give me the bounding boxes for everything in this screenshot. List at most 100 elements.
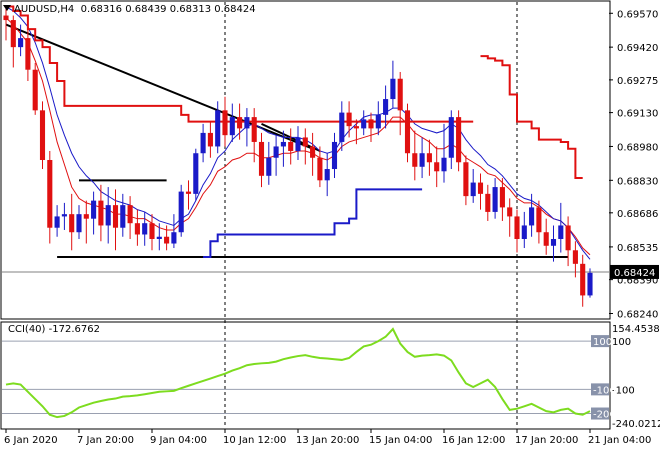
price-tick-label: 0.68535 <box>617 243 658 254</box>
candle-body <box>346 112 352 127</box>
price-tick-label: 0.69275 <box>617 76 658 87</box>
cci-tick-label: 100 <box>612 337 631 348</box>
price-tick-label: 0.68980 <box>617 142 658 153</box>
candle-body <box>91 200 97 219</box>
candle-body <box>10 20 16 48</box>
candles-layer <box>3 6 593 307</box>
current-price-label: 0.68424 <box>614 268 655 279</box>
candle-body <box>543 232 549 246</box>
price-tick-label: 0.68390 <box>617 276 658 287</box>
candle-body <box>25 38 31 70</box>
candle-body <box>514 216 520 239</box>
time-tick-label: 17 Jan 20:00 <box>515 435 578 446</box>
candle-body <box>295 137 301 151</box>
candle-body <box>456 117 462 163</box>
cci-tick-label: 154.4538 <box>612 324 660 335</box>
cci-level-lines <box>2 340 609 415</box>
chart-header: AUDUSD,H4 0.68316 0.68439 0.68313 0.6842… <box>14 4 256 16</box>
candle-body <box>339 112 345 142</box>
candle-body <box>76 214 82 233</box>
candle-body <box>127 205 133 224</box>
cci-line-layer <box>5 327 591 419</box>
candle-body <box>572 250 578 264</box>
candle-body <box>426 153 432 163</box>
cci-level-tag <box>591 383 609 396</box>
candle-body <box>193 153 199 194</box>
candle-body <box>470 182 476 197</box>
time-tick-label: 13 Jan 20:00 <box>296 435 359 446</box>
candle-body <box>178 191 184 233</box>
cci-line <box>5 327 591 419</box>
cci-level-tag <box>591 407 609 420</box>
candle-body <box>412 153 418 167</box>
candle-body <box>171 232 177 244</box>
candle-body <box>32 69 38 111</box>
price-tick-label: 0.69130 <box>617 109 658 120</box>
candle-body <box>485 193 491 212</box>
candle-body <box>507 207 513 217</box>
cci-panel-frame <box>0 321 611 430</box>
candle-body <box>558 225 564 239</box>
candle-body <box>61 214 67 217</box>
candle-body <box>215 110 221 147</box>
symbol-dropdown-icon[interactable] <box>3 5 11 11</box>
candle-body <box>368 119 374 129</box>
indicator-line <box>480 55 583 180</box>
candle-body <box>361 119 367 129</box>
candle-body <box>375 114 381 129</box>
candle-body <box>47 160 53 228</box>
time-tick-label: 6 Jan 2020 <box>4 435 58 446</box>
candle-body <box>142 223 148 235</box>
cci-level-tag-label: -100 <box>593 385 616 396</box>
candle-body <box>448 117 454 158</box>
candle-body <box>258 141 265 176</box>
candle-body <box>310 146 316 158</box>
candle-body <box>353 126 359 129</box>
candle-body <box>390 78 396 100</box>
price-axis: 0.68240 0.68390 0.68535 0.68686 0.68830 0.689… <box>609 9 659 320</box>
price-tick-label: 0.69570 <box>617 9 658 20</box>
candle-body <box>529 207 535 226</box>
candle-body <box>521 225 527 239</box>
time-tick-label: 7 Jan 20:00 <box>77 435 134 446</box>
candle-body <box>288 141 294 151</box>
cci-header: CCI(40) -172.6762 <box>8 324 100 336</box>
indicator-line <box>203 188 423 259</box>
cci-level-tag-label: -200 <box>593 410 616 421</box>
candle-body <box>69 214 75 233</box>
candle-body <box>134 223 140 235</box>
time-tick-label: 10 Jan 12:00 <box>223 435 286 446</box>
symbol-label: AUDUSD,H4 <box>14 4 75 15</box>
candle-body <box>244 117 250 129</box>
time-tick-label: 21 Jan 04:00 <box>588 435 651 446</box>
candle-body <box>149 223 155 239</box>
candle-body <box>550 239 557 246</box>
candle-body <box>441 157 447 172</box>
candle-body <box>98 200 104 226</box>
cci-tick-label: -100 <box>612 385 635 396</box>
candle-body <box>317 157 323 181</box>
candle-body <box>237 117 243 129</box>
candle-body <box>404 110 411 154</box>
candle-body <box>492 187 498 212</box>
candle-body <box>419 153 425 167</box>
candle-body <box>273 146 279 158</box>
ohlc-readout: 0.68316 0.68439 0.68313 0.68424 <box>80 4 256 15</box>
candle-body <box>112 205 119 228</box>
candle-body <box>120 205 126 228</box>
candle-body <box>434 162 440 172</box>
candle-body <box>383 99 389 115</box>
candle-body <box>207 132 213 147</box>
candle-body <box>477 182 484 194</box>
time-axis: 6 Jan 2020 7 Jan 20:00 9 Jan 04:00 10 Jan 1… <box>4 429 651 446</box>
time-tick-label: 15 Jan 04:00 <box>369 435 432 446</box>
candle-body <box>580 263 586 296</box>
candle-body <box>54 216 60 228</box>
indicator-line <box>6 5 474 123</box>
candle-body <box>185 191 192 194</box>
price-tick-label: 0.68240 <box>617 309 658 320</box>
price-tick-label: 0.68686 <box>617 209 658 220</box>
candle-body <box>222 110 228 136</box>
